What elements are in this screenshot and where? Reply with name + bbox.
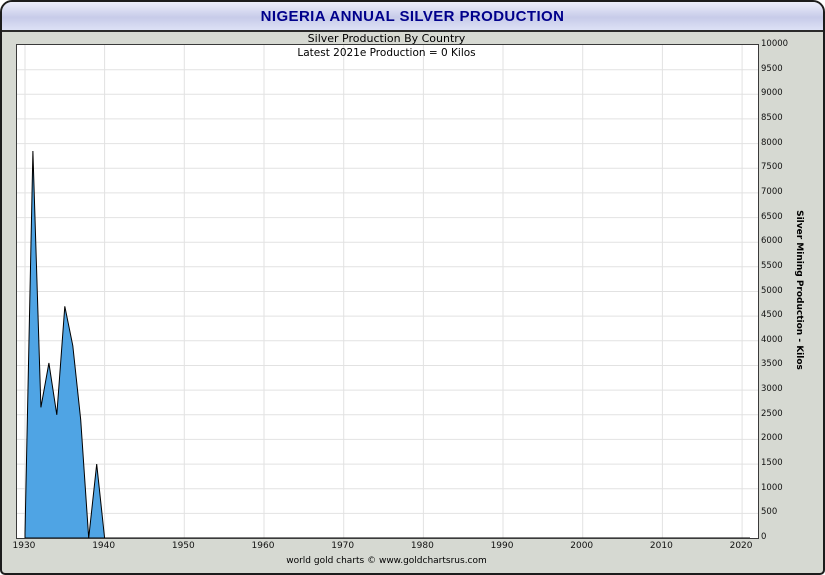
y-tick-label: 0 xyxy=(761,532,767,542)
area-chart xyxy=(17,45,758,538)
y-tick-label: 10000 xyxy=(761,39,789,49)
y-tick-label: 3500 xyxy=(761,359,783,370)
chart-title-bar: NIGERIA ANNUAL SILVER PRODUCTION xyxy=(2,2,823,32)
x-tick-label: 1980 xyxy=(410,541,434,551)
page-title: NIGERIA ANNUAL SILVER PRODUCTION xyxy=(260,7,565,25)
y-tick-label: 7000 xyxy=(761,186,783,197)
y-tick-label: 4500 xyxy=(761,310,783,321)
x-tick-label: 2000 xyxy=(570,541,594,551)
y-tick-label: 4000 xyxy=(761,334,783,345)
y-tick-label: 8000 xyxy=(761,137,783,148)
y-tick-label: 6500 xyxy=(761,211,783,222)
y-tick-label: 5500 xyxy=(761,260,783,271)
y-tick-label: 1000 xyxy=(761,482,783,493)
y-tick-label: 2000 xyxy=(761,433,783,444)
x-tick-label: 1990 xyxy=(490,541,514,551)
x-tick-label: 2010 xyxy=(649,541,673,551)
y-tick-label: 6000 xyxy=(761,236,783,247)
y-tick-label: 500 xyxy=(761,507,778,518)
x-tick-label: 1950 xyxy=(171,541,195,551)
y-tick-label: 2500 xyxy=(761,408,783,419)
plot-area xyxy=(16,44,759,539)
y-tick-label: 3000 xyxy=(761,384,783,395)
x-tick-label: 1940 xyxy=(92,541,116,551)
y-tick-label: 1500 xyxy=(761,458,783,469)
y-axis-title: Silver Mining Production - Kilos xyxy=(794,210,804,370)
chart-subtitle: Silver Production By Country xyxy=(307,32,466,45)
chart-region: Silver Production By Country Latest 2021… xyxy=(2,32,823,573)
y-tick-label: 5000 xyxy=(761,285,783,296)
footer-credit: world gold charts © www.goldchartsrus.co… xyxy=(286,556,487,566)
y-tick-label: 9000 xyxy=(761,88,783,99)
y-tick-label: 7500 xyxy=(761,162,783,173)
x-tick-label: 1970 xyxy=(331,541,355,551)
latest-production-annotation: Latest 2021e Production = 0 Kilos xyxy=(297,47,476,59)
x-tick-label: 1960 xyxy=(251,541,275,551)
y-tick-label: 8500 xyxy=(761,112,783,123)
x-tick-label: 2020 xyxy=(729,541,753,551)
x-tick-label: 1930 xyxy=(12,541,36,551)
y-tick-label: 9500 xyxy=(761,63,783,74)
